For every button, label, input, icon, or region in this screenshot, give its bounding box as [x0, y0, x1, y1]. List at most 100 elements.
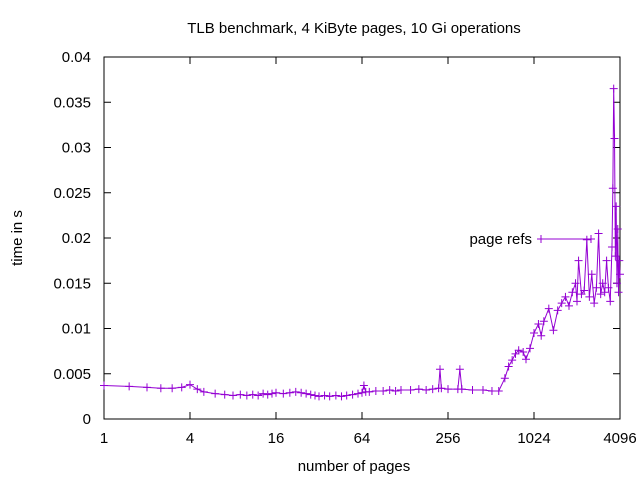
x-tick-label: 1: [100, 430, 108, 447]
data-point-marker: [598, 279, 607, 288]
x-tick-label: 4: [186, 430, 194, 447]
data-point-marker: [379, 386, 388, 395]
data-point-marker: [580, 286, 589, 295]
data-point-marker: [444, 385, 452, 394]
y-tick-label: 0.01: [62, 321, 91, 338]
data-point-marker: [571, 279, 580, 288]
data-point-marker: [539, 317, 548, 326]
data-point-marker: [553, 306, 562, 315]
x-tick-label: 64: [354, 430, 371, 447]
data-point-marker: [428, 385, 437, 394]
data-point-marker: [602, 256, 611, 265]
data-point-marker: [549, 326, 558, 335]
data-point-marker: [587, 270, 596, 279]
data-point-marker: [613, 224, 622, 233]
data-point-marker: [604, 283, 613, 292]
data-point-marker: [315, 392, 323, 401]
y-tick-label: 0.035: [53, 94, 91, 111]
x-tick-label: 1024: [517, 430, 550, 447]
series-layer: [100, 84, 624, 401]
data-point-marker: [500, 374, 509, 383]
data-point-marker: [220, 390, 229, 399]
data-point-marker: [310, 391, 319, 400]
data-point-marker: [606, 297, 615, 306]
legend: page refs: [469, 231, 595, 248]
data-point-marker: [537, 331, 546, 340]
data-point-marker: [525, 344, 534, 353]
data-point-marker: [406, 386, 415, 395]
data-point-marker: [396, 386, 405, 395]
data-point-marker: [365, 387, 374, 396]
data-point-marker: [614, 288, 623, 297]
data-point-marker: [291, 387, 300, 396]
data-point-marker: [414, 385, 423, 394]
data-point-marker: [607, 243, 616, 252]
x-axis-ticks: 1 4 16 64 256 1024 4096: [100, 57, 637, 447]
data-point-marker: [337, 392, 346, 401]
data-point-marker: [557, 299, 566, 308]
data-point-marker: [193, 385, 202, 394]
data-point-marker: [609, 84, 618, 93]
data-point-marker: [302, 389, 311, 398]
data-point-marker: [186, 380, 194, 389]
data-point-marker: [353, 389, 362, 398]
x-axis-label: number of pages: [298, 458, 411, 475]
data-point-marker: [236, 390, 245, 399]
data-point-marker: [568, 288, 577, 297]
series-line: [103, 88, 621, 397]
data-point-marker: [468, 386, 477, 395]
data-point-marker: [478, 386, 487, 395]
data-point-marker: [487, 386, 496, 395]
data-point-marker: [348, 390, 357, 399]
data-point-marker: [371, 386, 380, 395]
data-point-marker: [530, 329, 538, 338]
data-point-marker: [600, 288, 609, 297]
data-point-marker: [504, 362, 513, 371]
data-point-marker: [100, 381, 108, 390]
y-axis-ticks: 0 0.005 0.01 0.015 0.02 0.025 0.03 0.035 0.04: [53, 49, 620, 428]
data-point-marker: [564, 301, 573, 310]
data-point-marker: [254, 391, 263, 400]
x-tick-label: 4096: [603, 430, 636, 447]
data-point-marker: [592, 283, 601, 292]
data-point-marker: [608, 184, 617, 193]
y-tick-label: 0.03: [62, 140, 91, 157]
data-point-marker: [561, 292, 570, 301]
legend-label: page refs: [469, 231, 532, 248]
data-point-marker: [585, 292, 594, 301]
data-point-marker: [573, 297, 581, 306]
data-point-marker: [435, 365, 444, 374]
data-point-marker: [511, 349, 520, 358]
y-tick-label: 0: [83, 411, 91, 428]
data-point-marker: [248, 390, 257, 399]
data-point-marker: [455, 365, 464, 374]
data-point-marker: [325, 392, 334, 401]
data-point-marker: [168, 384, 177, 393]
data-point-marker: [279, 389, 288, 398]
data-point-marker: [544, 304, 553, 313]
data-point-marker: [156, 384, 165, 393]
data-point-marker: [143, 383, 151, 392]
data-point-marker: [422, 386, 431, 395]
y-tick-label: 0.02: [62, 230, 91, 247]
data-point-marker: [590, 299, 599, 308]
data-point-marker: [331, 391, 340, 400]
data-point-marker: [342, 391, 351, 400]
data-point-marker: [514, 346, 523, 355]
plot-frame: [103, 56, 621, 420]
data-point-marker: [611, 252, 620, 261]
data-point-marker: [125, 382, 134, 391]
chart-title: TLB benchmark, 4 KiByte pages, 10 Gi ope…: [187, 20, 521, 37]
data-point-marker: [596, 290, 605, 299]
data-point-marker: [612, 279, 621, 288]
data-point-marker: [211, 389, 220, 398]
data-point-marker: [385, 386, 394, 395]
data-point-marker: [574, 256, 583, 265]
x-tick-label: 256: [435, 430, 460, 447]
data-point-marker: [437, 384, 446, 393]
y-tick-label: 0.005: [53, 366, 91, 383]
data-point-marker: [272, 388, 280, 397]
data-point-marker: [297, 388, 306, 397]
data-point-marker: [242, 391, 251, 400]
